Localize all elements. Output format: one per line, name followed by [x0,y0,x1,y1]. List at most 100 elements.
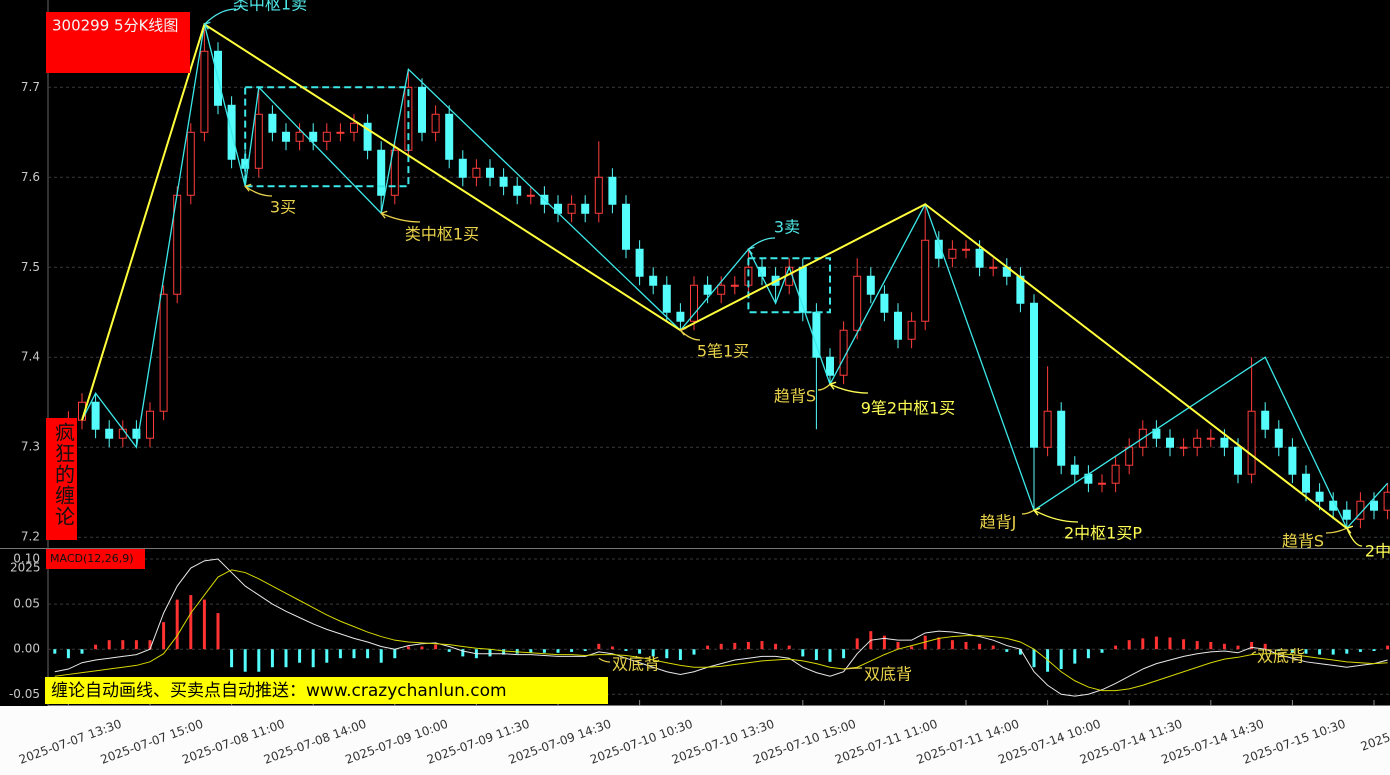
annotation: 趋背S [1282,532,1324,551]
candle-body [608,176,617,205]
annotation: 2中 [1365,542,1390,561]
candle-body [513,185,522,196]
candle-body [200,50,209,133]
candle-body [962,248,970,251]
candle-body [1111,464,1120,484]
candle-body [1098,482,1106,485]
candle-body [934,239,943,259]
candle-body [676,311,685,322]
annotation-arrow [843,667,863,670]
annotation: 双底背 [1257,647,1305,666]
candle-body [826,356,834,376]
candle-body [662,284,671,313]
annotation-arrow [747,237,776,255]
annotation-arrow [679,327,701,341]
candle-body [1206,437,1215,440]
candle-body [1220,437,1229,448]
candle-body [989,266,998,269]
y-tick-label: -0.05 [9,687,40,701]
annotation: 3买 [270,198,296,217]
candle-body [350,122,358,133]
pivot-box [747,257,832,314]
side-label-box [46,418,77,540]
macd-title: MACD(12,26,9) [50,552,134,565]
y-tick-label: 7.4 [21,350,40,364]
candle-body [1247,410,1256,475]
candle-body [458,158,467,178]
annotation: 双底背 [864,665,912,684]
candle-body [1179,446,1188,449]
price-panel [48,22,1390,538]
side-label: 疯狂的缠论 [52,422,76,527]
candle-body [472,167,481,178]
candle-body [132,428,141,439]
banner-box [45,677,608,704]
candle-body [622,203,630,250]
y-tick-label: 0.10 [13,552,40,566]
x-axis-strip [0,706,1390,775]
annotation: 双底背 [612,655,660,674]
candle-body [853,275,862,331]
candle-body [105,428,114,439]
candle-body [880,293,889,313]
candle-body [486,167,494,178]
macd-title-box [46,549,145,569]
annotation: 9笔2中枢1买 [861,399,956,418]
y-tick-label: 7.3 [21,440,40,454]
candle-body [1030,302,1038,448]
candle-body [404,86,413,151]
annotation-arrow [828,381,869,394]
macd-line [54,569,1388,692]
overlap-label: 2025 [10,561,41,575]
candle-body [866,275,875,295]
annotation-arrow [1251,651,1257,655]
candle-body [1274,428,1283,448]
y-tick-label: 7.2 [21,530,40,544]
candle-body [635,248,644,277]
candle-body [146,410,154,439]
pivot-box [244,86,410,188]
candle-body [1166,437,1174,448]
candle-body [594,176,603,214]
candle-body [1315,491,1324,502]
candle-body [921,239,930,322]
candle-body [268,113,277,133]
candle-body [907,320,916,340]
candle-body [445,113,454,160]
candle-body [186,131,195,196]
candle-body [336,131,345,134]
candle-body [1261,410,1270,430]
candle-body [690,284,698,322]
candle-body [649,275,658,286]
candle-body [91,401,100,430]
annotation-arrow [203,8,237,30]
candle-body [295,131,304,142]
macd-line [54,558,1388,697]
candle-body [1043,410,1052,448]
candle-body [254,113,263,169]
candle-body [1370,500,1378,511]
candle-body [1302,473,1310,493]
y-tick-label: 0.05 [13,597,40,611]
candle-body [118,428,127,439]
y-tick-label: 7.7 [21,80,40,94]
candle-body [1342,509,1351,520]
candle-body [431,113,440,133]
annotation-arrow [1032,507,1079,523]
annotation-arrow [598,657,611,663]
annotation: 趋背J [980,513,1017,532]
candle-body [1125,446,1134,466]
candle-body [567,203,576,214]
candle-body [499,176,508,187]
candle-body [526,194,535,197]
candle-body [1288,446,1297,475]
candle-body [1057,410,1066,466]
candle-body [948,248,957,259]
annotation: 3卖 [774,218,800,237]
candle-body [894,311,902,340]
y-tick-label: 0.00 [13,642,40,656]
title-box [46,12,190,73]
annotation-arrow [1345,525,1363,547]
